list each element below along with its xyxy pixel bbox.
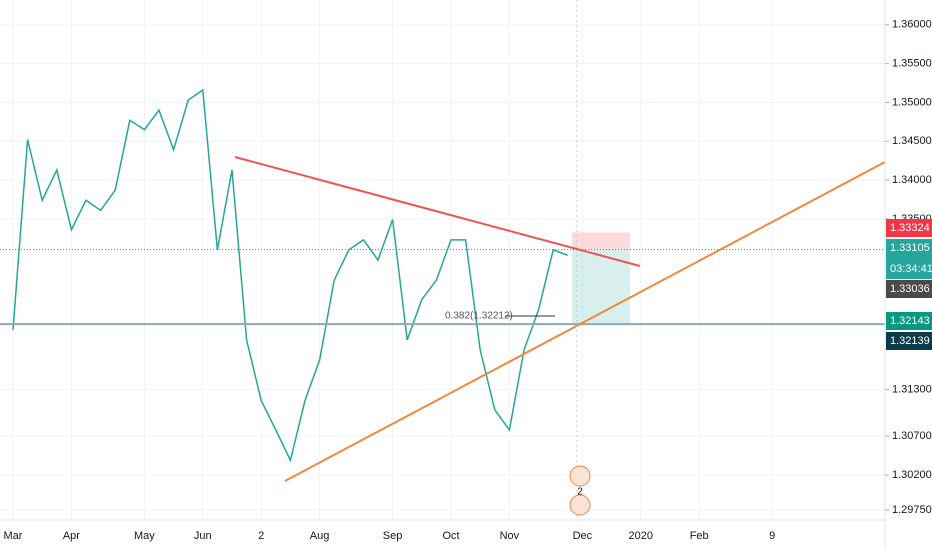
countdown: 03:34:41: [890, 263, 932, 275]
x-tick-label: 2: [258, 530, 264, 542]
price-line: [12, 88, 569, 463]
support-trendline: [284, 161, 886, 482]
position-boxes: [572, 232, 630, 325]
plot: 0.382(1.32212): [0, 88, 885, 463]
x-tick-label: Sep: [383, 530, 403, 542]
y-tick-label: 1.34000: [892, 174, 932, 186]
price-tag-label: 1.33036: [890, 283, 930, 295]
price-tag: [886, 239, 932, 279]
event-count: 2: [577, 487, 583, 498]
stop-zone: [572, 232, 630, 250]
x-tick-label: 2020: [629, 530, 653, 542]
price-tag: [886, 312, 932, 330]
x-tick-label: Dec: [573, 530, 593, 542]
y-tick-label: 1.30700: [892, 430, 932, 442]
x-tick-label: Nov: [500, 530, 520, 542]
price-tag-label: 1.33105: [890, 242, 930, 254]
y-tick-label: 1.29750: [892, 504, 932, 516]
price-tag-label: 1.33324: [890, 222, 930, 234]
y-tick-label: 1.36000: [892, 19, 932, 31]
y-tick-label: 1.35500: [892, 58, 932, 70]
event-icon[interactable]: [569, 465, 591, 487]
x-tick-label: May: [134, 530, 155, 542]
price-tag-label: 1.32139: [890, 335, 930, 347]
x-tick-label: Apr: [63, 530, 80, 542]
event-icon[interactable]: [569, 494, 591, 516]
x-tick-label: Aug: [310, 530, 330, 542]
y-tick-label: 1.34500: [892, 135, 932, 147]
price-tag-label: 1.32143: [890, 315, 930, 327]
event-marker[interactable]: 2: [569, 465, 591, 516]
x-tick-label: 9: [769, 530, 775, 542]
price-tag: [886, 332, 932, 350]
x-tick-label: Mar: [4, 530, 23, 542]
labels: 1.360001.355001.350001.345001.340001.335…: [4, 19, 932, 542]
price-tag: [886, 280, 932, 298]
target-zone: [572, 249, 630, 325]
y-tick-label: 1.35000: [892, 96, 932, 108]
fib-label: 0.382(1.32212): [445, 311, 513, 322]
y-tick-label: 1.31300: [892, 384, 932, 396]
x-tick-label: Oct: [442, 530, 459, 542]
x-tick-label: Jun: [194, 530, 212, 542]
resistance-trendline: [234, 156, 641, 267]
x-tick-label: Feb: [690, 530, 709, 542]
y-tick-label: 1.30200: [892, 469, 932, 481]
price-tag: [886, 219, 932, 237]
grid: [0, 0, 885, 520]
